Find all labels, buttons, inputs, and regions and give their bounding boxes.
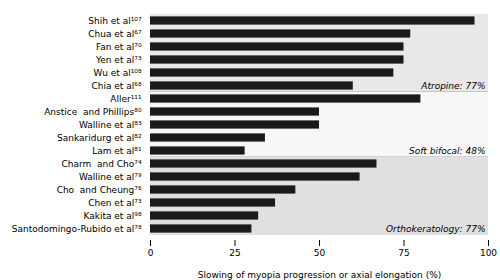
svg-text:Aller¹¹¹: Aller¹¹¹ [110, 94, 142, 104]
svg-text:75: 75 [398, 248, 409, 258]
svg-text:100: 100 [480, 248, 497, 258]
svg-text:Chua et al⁶⁷: Chua et al⁶⁷ [88, 29, 142, 39]
svg-text:Orthokeratology: 77%: Orthokeratology: 77% [386, 224, 485, 234]
svg-text:Lam et al⁸¹: Lam et al⁸¹ [92, 146, 142, 156]
svg-text:Kakita et al⁹⁸: Kakita et al⁹⁸ [83, 211, 141, 221]
svg-text:Atropine: 77%: Atropine: 77% [420, 81, 485, 91]
svg-text:Chia et al⁶⁸: Chia et al⁶⁸ [91, 81, 141, 91]
svg-text:Fan et al⁷⁰: Fan et al⁷⁰ [96, 42, 142, 52]
svg-text:Charm and Cho⁷⁴: Charm and Cho⁷⁴ [61, 159, 141, 169]
svg-text:Yen et al⁷³: Yen et al⁷³ [95, 55, 142, 65]
svg-text:Santodomingo-Rubido et al⁷⁸: Santodomingo-Rubido et al⁷⁸ [12, 224, 142, 234]
svg-text:Wu et al¹⁰⁸: Wu et al¹⁰⁸ [94, 68, 142, 78]
svg-text:Anstice and Phillips⁸⁰: Anstice and Phillips⁸⁰ [44, 107, 142, 117]
svg-text:Shih et al¹⁰⁷: Shih et al¹⁰⁷ [88, 16, 142, 26]
svg-text:Soft bifocal: 48%: Soft bifocal: 48% [409, 146, 486, 156]
svg-text:Cho and Cheung⁷⁶: Cho and Cheung⁷⁶ [57, 185, 142, 195]
svg-text:Walline et al⁸³: Walline et al⁸³ [79, 120, 142, 130]
svg-text:0: 0 [148, 248, 154, 258]
svg-text:Sankaridurg et al⁸²: Sankaridurg et al⁸² [57, 133, 142, 143]
svg-text:25: 25 [229, 248, 240, 258]
svg-text:Walline et al⁷⁹: Walline et al⁷⁹ [79, 172, 142, 182]
svg-text:50: 50 [314, 248, 326, 258]
svg-text:Slowing of myopia progression: Slowing of myopia progression or axial e… [198, 270, 441, 280]
svg-text:Chen et al⁷³: Chen et al⁷³ [88, 198, 142, 208]
